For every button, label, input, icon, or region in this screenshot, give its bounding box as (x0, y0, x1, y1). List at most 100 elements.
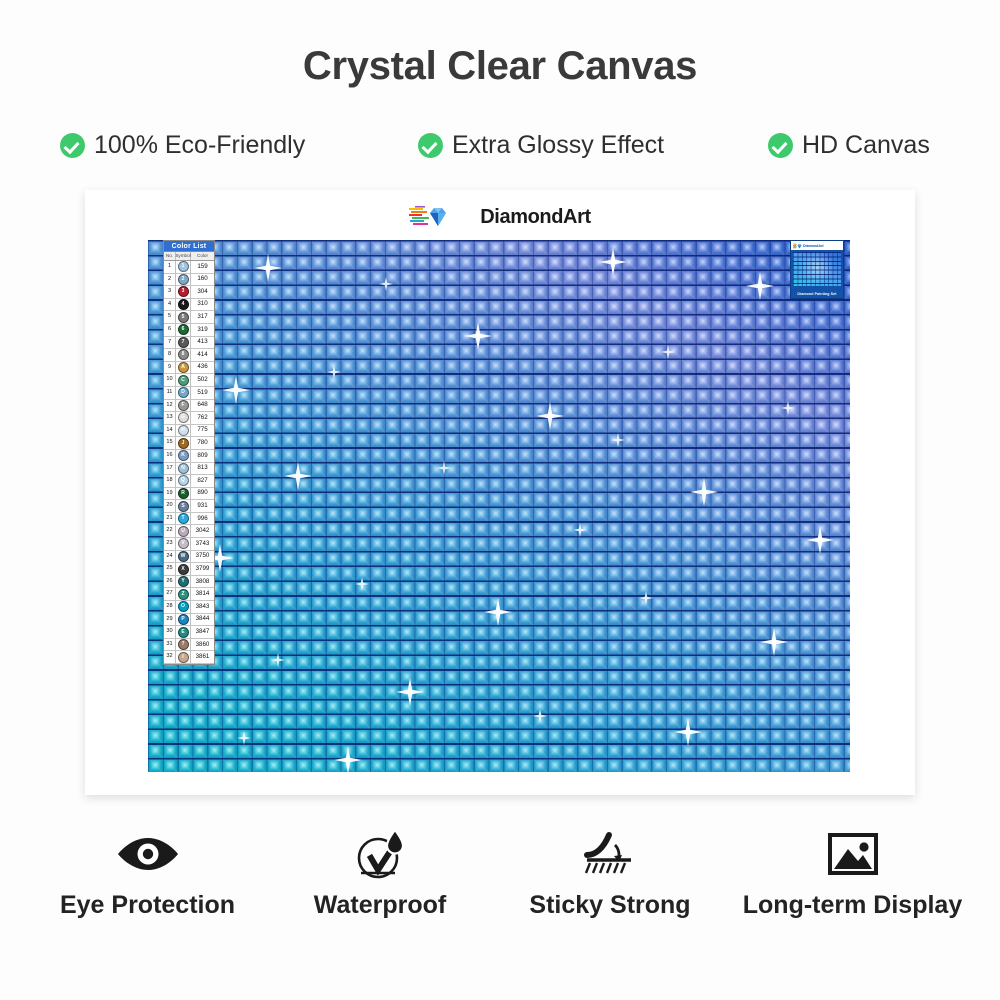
color-swatch-symbol: U (177, 525, 189, 537)
benefit-long-term-display: Long-term Display (720, 828, 985, 920)
cell-no: 2 (164, 273, 176, 286)
product-thumbnail: DiamondArt Diamond Painting Set (790, 240, 844, 299)
table-row: 8 8 414 (164, 349, 214, 362)
column-header-no: No. (164, 252, 176, 260)
cell-no: 18 (164, 475, 176, 487)
cell-no: 32 (164, 651, 176, 663)
cell-no: 4 (164, 298, 176, 311)
cell-symbol: ? (176, 638, 191, 651)
benefits-row: Eye Protection Waterproof (0, 828, 1000, 938)
cell-color-code: 319 (197, 325, 208, 333)
color-swatch-symbol: 3 (177, 286, 189, 298)
table-row: 12 F 648 (164, 399, 214, 413)
cell-color-code: 3750 (195, 552, 210, 560)
feature-item-glossy-effect: Extra Glossy Effect (418, 131, 664, 160)
column-header-symbol: Symbol (175, 252, 191, 260)
feature-label: Extra Glossy Effect (452, 131, 665, 159)
table-row: 32 I 3861 (164, 651, 214, 664)
column-header-color: Color (197, 252, 208, 258)
table-row: 23 V 3743 (164, 538, 214, 551)
cell-symbol: O (176, 601, 191, 613)
cell-symbol: 4 (176, 298, 191, 311)
cell-symbol: R (176, 487, 191, 500)
cell-symbol: Q (176, 475, 191, 487)
color-swatch-symbol: S (177, 500, 189, 512)
color-list-body: 1 1 159 2 2 160 3 3 304 4 4 310 5 5 317 6 6 319 7 7 413 8 8 414… (164, 261, 214, 664)
cell-no: 26 (164, 575, 176, 588)
color-swatch-symbol: A (177, 362, 189, 374)
adhesive-peel-icon (495, 828, 725, 880)
color-swatch-symbol: D (177, 387, 189, 399)
sparkle-layer (201, 248, 834, 772)
cell-no: 19 (164, 487, 176, 500)
cell-no: 23 (164, 538, 176, 550)
cell-no: 6 (164, 323, 176, 336)
eye-icon (30, 828, 265, 880)
cell-symbol: C (176, 374, 191, 386)
cell-color-code: 827 (197, 476, 208, 484)
table-row: 13 G 762 (164, 412, 214, 425)
table-row: 11 D 519 (164, 386, 214, 400)
thumbnail-brand-name: DiamondArt (803, 243, 824, 248)
color-swatch-symbol: P (177, 613, 189, 625)
cell-color-code: 996 (197, 514, 208, 522)
cell-no: 12 (164, 399, 176, 412)
thumbnail-header: DiamondArt (791, 241, 843, 250)
cell-no: 13 (164, 412, 176, 424)
table-row: 14 H 775 (164, 424, 214, 438)
cell-color-code: 304 (197, 287, 208, 295)
cell-symbol: I (176, 651, 191, 663)
color-swatch-symbol: 5 (177, 311, 189, 323)
cell-no: 8 (164, 349, 176, 361)
table-row: 22 U 3042 (164, 525, 214, 539)
table-row: 17 N 813 (164, 462, 214, 476)
cell-symbol: K (176, 449, 191, 462)
cell-symbol: W (176, 550, 191, 563)
color-swatch-symbol: 7 (177, 336, 189, 348)
cell-color-code: 3814 (195, 590, 210, 598)
cell-no: 14 (164, 424, 176, 437)
cell-color-code: 3799 (195, 564, 210, 572)
feature-item-eco-friendly: 100% Eco-Friendly (60, 131, 305, 160)
color-swatch-symbol: X (177, 563, 189, 575)
benefit-eye-protection: Eye Protection (30, 828, 265, 920)
cell-no: 16 (164, 449, 176, 462)
cell-symbol: F (176, 399, 191, 412)
cell-no: 17 (164, 462, 176, 475)
cell-symbol: X (176, 563, 191, 575)
cell-color-code: 3808 (195, 577, 210, 585)
table-row: 29 P 3844 (164, 613, 214, 627)
cell-color-code: 519 (197, 388, 208, 396)
diamond-logo-icon (409, 206, 447, 226)
cell-symbol: Z (176, 588, 191, 601)
cell-color-code: 813 (197, 464, 208, 472)
feature-list: 100% Eco-Friendly Extra Glossy Effect HD… (0, 131, 1000, 169)
product-card: DiamondArt (85, 190, 915, 795)
table-row: 18 Q 827 (164, 475, 214, 488)
table-row: 19 R 890 (164, 487, 214, 501)
cell-color-code: 414 (197, 350, 208, 358)
cell-color-code: 159 (197, 262, 208, 270)
cell-color-code: 436 (197, 363, 208, 371)
benefit-waterproof: Waterproof (265, 828, 495, 920)
color-swatch-symbol: Y (177, 576, 189, 588)
table-row: 26 Y 3808 (164, 575, 214, 589)
cell-color-code: 317 (197, 313, 208, 321)
check-circle-icon (418, 133, 443, 158)
cell-no: 31 (164, 638, 176, 651)
brand-name: DiamondArt (480, 205, 591, 228)
cell-symbol: G (176, 412, 191, 424)
cell-no: 1 (164, 261, 176, 273)
table-row: 28 O 3843 (164, 601, 214, 614)
cell-color-code: 3860 (195, 640, 210, 648)
cell-color-code: 809 (197, 451, 208, 459)
cell-color-code: 413 (197, 338, 208, 346)
diamond-grid-lines-layer (148, 240, 850, 772)
color-swatch-symbol: Q (177, 475, 189, 487)
cell-no: 10 (164, 374, 176, 386)
table-row: 6 6 319 (164, 323, 214, 337)
table-row: 10 C 502 (164, 374, 214, 387)
color-swatch-symbol: 4 (177, 299, 189, 311)
color-swatch-symbol: F (177, 399, 189, 411)
benefit-label: Eye Protection (59, 891, 236, 919)
